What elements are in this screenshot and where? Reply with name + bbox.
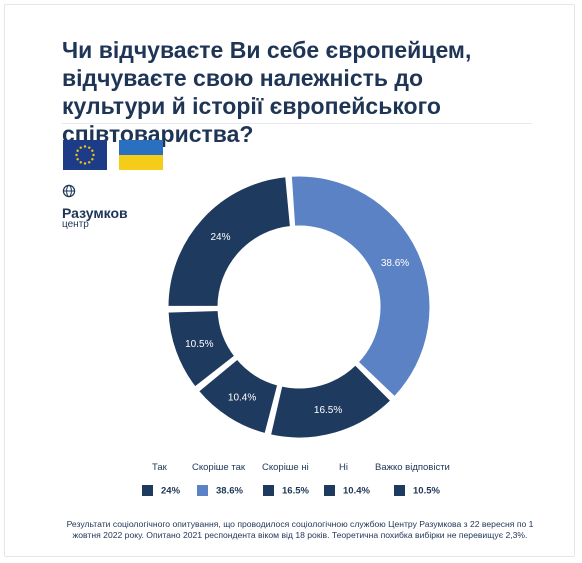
eu-star	[79, 161, 82, 164]
razumkov-logo: Разумков центр	[62, 184, 142, 230]
eu-star	[92, 153, 95, 157]
legend-swatch	[324, 485, 335, 497]
legend-value: 24%	[161, 485, 181, 497]
legend-value: 10.5%	[413, 485, 440, 497]
legend-swatch	[142, 485, 153, 497]
legend-entry: 10.4%	[324, 482, 370, 500]
donut-slice	[267, 361, 395, 441]
ukraine-flag-icon	[119, 140, 163, 170]
title-divider	[62, 123, 532, 124]
chart-legend: Так 24% Скоріше так 38.6% Скоріше ні 16.5% Ні 1…	[130, 462, 470, 502]
legend-entry: 24%	[142, 482, 180, 500]
eu-star	[79, 146, 82, 149]
legend-swatch	[263, 485, 274, 497]
slice-value-label: 10.5%	[185, 339, 213, 350]
legend-value: 10.4%	[343, 485, 370, 497]
eu-star	[91, 149, 94, 152]
legend-entry: 38.6%	[197, 482, 243, 500]
slice-value-label: 10.4%	[228, 392, 256, 403]
eu-star	[83, 162, 87, 165]
slice-value-label: 38.6%	[381, 258, 409, 269]
eu-star	[83, 145, 87, 148]
logo-name: Разумков	[62, 205, 128, 221]
logo-subtitle: центр	[62, 219, 89, 230]
legend-label: Ні	[339, 462, 348, 473]
chart-title: Чи відчуваєте Ви себе європейцем, відчув…	[62, 37, 472, 147]
donut-slice	[288, 173, 433, 401]
eu-star	[76, 149, 79, 152]
legend-entry: 16.5%	[263, 482, 309, 500]
legend-value: 38.6%	[216, 485, 243, 497]
legend-label: Скоріше ні	[262, 462, 309, 473]
donut-slice	[165, 307, 239, 391]
slice-value-label: 24%	[210, 232, 230, 243]
eu-flag-icon	[63, 140, 107, 170]
eu-star	[76, 158, 79, 161]
donut-slice	[165, 173, 294, 309]
legend-label: Скоріше так	[192, 462, 246, 473]
legend-swatch	[394, 485, 405, 497]
globe-icon	[62, 184, 76, 198]
legend-label: Важко відповісти	[375, 462, 450, 473]
eu-star	[88, 146, 91, 149]
legend-label: Так	[152, 462, 167, 473]
survey-footnote: Результати соціологічного опитування, що…	[66, 519, 534, 540]
eu-star	[88, 161, 91, 164]
infographic-card	[4, 4, 575, 557]
legend-value: 16.5%	[282, 485, 309, 497]
legend-swatch	[197, 485, 208, 497]
slice-value-label: 16.5%	[314, 405, 342, 416]
donut-slice	[195, 355, 281, 437]
eu-star	[91, 158, 94, 161]
eu-star	[75, 153, 78, 157]
legend-entry: 10.5%	[394, 482, 440, 500]
